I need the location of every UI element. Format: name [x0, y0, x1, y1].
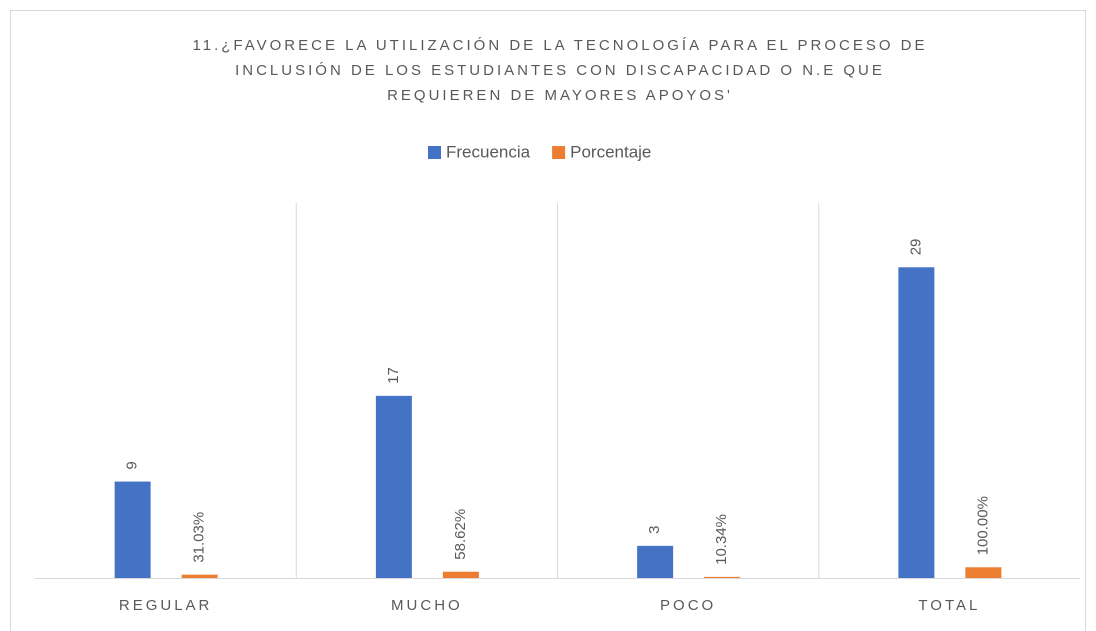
data-label: 9: [124, 461, 141, 469]
bar: [898, 267, 935, 578]
bar: [114, 481, 151, 578]
bar: [637, 545, 674, 578]
data-label: 3: [646, 526, 663, 534]
bar: [181, 574, 218, 578]
chart-title: REQUIEREN DE MAYORES APOYOS': [387, 87, 733, 104]
bar: [442, 571, 479, 578]
legend-swatch: [428, 146, 441, 159]
legend-swatch: [552, 146, 566, 159]
data-label: 31.03%: [191, 512, 208, 563]
bar: [965, 567, 1002, 578]
data-label: 17: [385, 367, 402, 384]
chart-title: INCLUSIÓN DE LOS ESTUDIANTES CON DISCAPA…: [235, 62, 885, 79]
bar: [375, 395, 412, 578]
data-label: 100.00%: [974, 496, 991, 555]
x-tick-label: MUCHO: [391, 597, 463, 614]
x-tick-label: REGULAR: [119, 597, 213, 614]
bar: [704, 576, 741, 578]
x-tick-label: POCO: [660, 597, 716, 614]
data-label: 10.34%: [713, 514, 730, 565]
data-label: 58.62%: [452, 509, 469, 560]
data-label: 29: [907, 239, 924, 256]
x-tick-label: TOTAL: [918, 597, 980, 614]
legend-label: Porcentaje: [570, 142, 651, 161]
chart-title: 11.¿FAVORECE LA UTILIZACIÓN DE LA TECNOL…: [193, 37, 928, 54]
legend-label: Frecuencia: [446, 142, 531, 161]
